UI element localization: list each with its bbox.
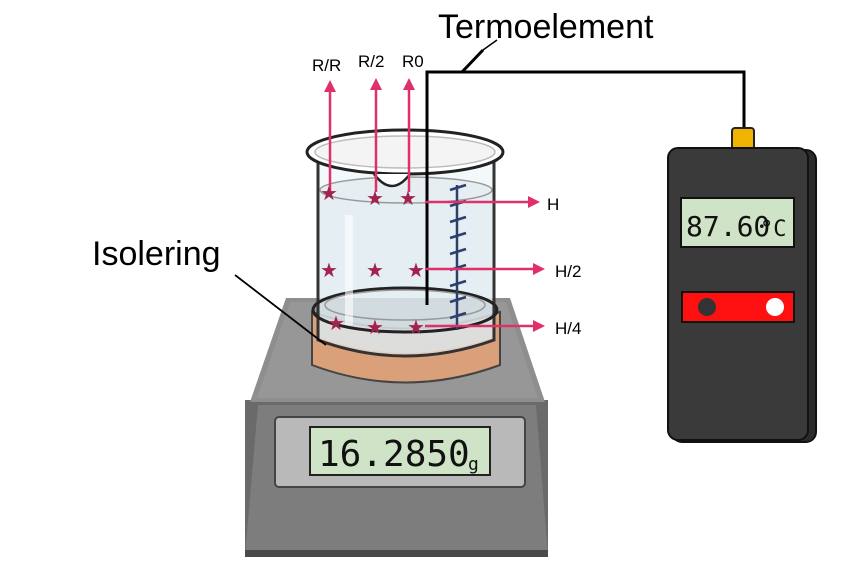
star-marker: ★ [399,188,417,210]
beaker-graduation [449,183,467,330]
measurement-points: ★ ★ ★ ★ ★ ★ ★ ★ ★ [320,183,425,339]
radial-arrows [324,78,415,192]
thermometer-unit: °C [760,217,787,242]
thermocouple-label: Termoelement [438,8,654,46]
star-marker: ★ [366,317,384,339]
switch-knob-left [698,298,716,316]
beaker [305,128,505,384]
thermometer-reading: 87.60 [686,210,770,243]
star-marker: ★ [407,317,425,339]
scale-display [309,426,491,476]
radial-label-r-r: R/R [312,56,341,75]
switch-knob-right [766,298,784,316]
thermometer-display [680,197,795,248]
digital-thermometer: 87.60 °C [667,127,817,443]
height-label-h: H [547,195,559,214]
height-label-h4: H/4 [555,319,581,338]
scale-reading: 16.2850 [318,434,470,475]
height-arrows [425,196,545,332]
star-marker: ★ [320,183,338,205]
height-label-h2: H/2 [555,262,581,281]
star-marker: ★ [327,313,345,335]
star-marker: ★ [366,188,384,210]
insulation-pointer [234,274,327,346]
star-marker: ★ [366,260,384,282]
star-marker: ★ [320,260,338,282]
thermocouple-wire [425,48,746,305]
radial-label-r0: R0 [402,52,424,71]
star-marker: ★ [407,260,425,282]
scale-unit: g [468,454,479,475]
radial-label-r-2: R/2 [358,52,384,71]
insulation-label: Isolering [92,235,221,273]
